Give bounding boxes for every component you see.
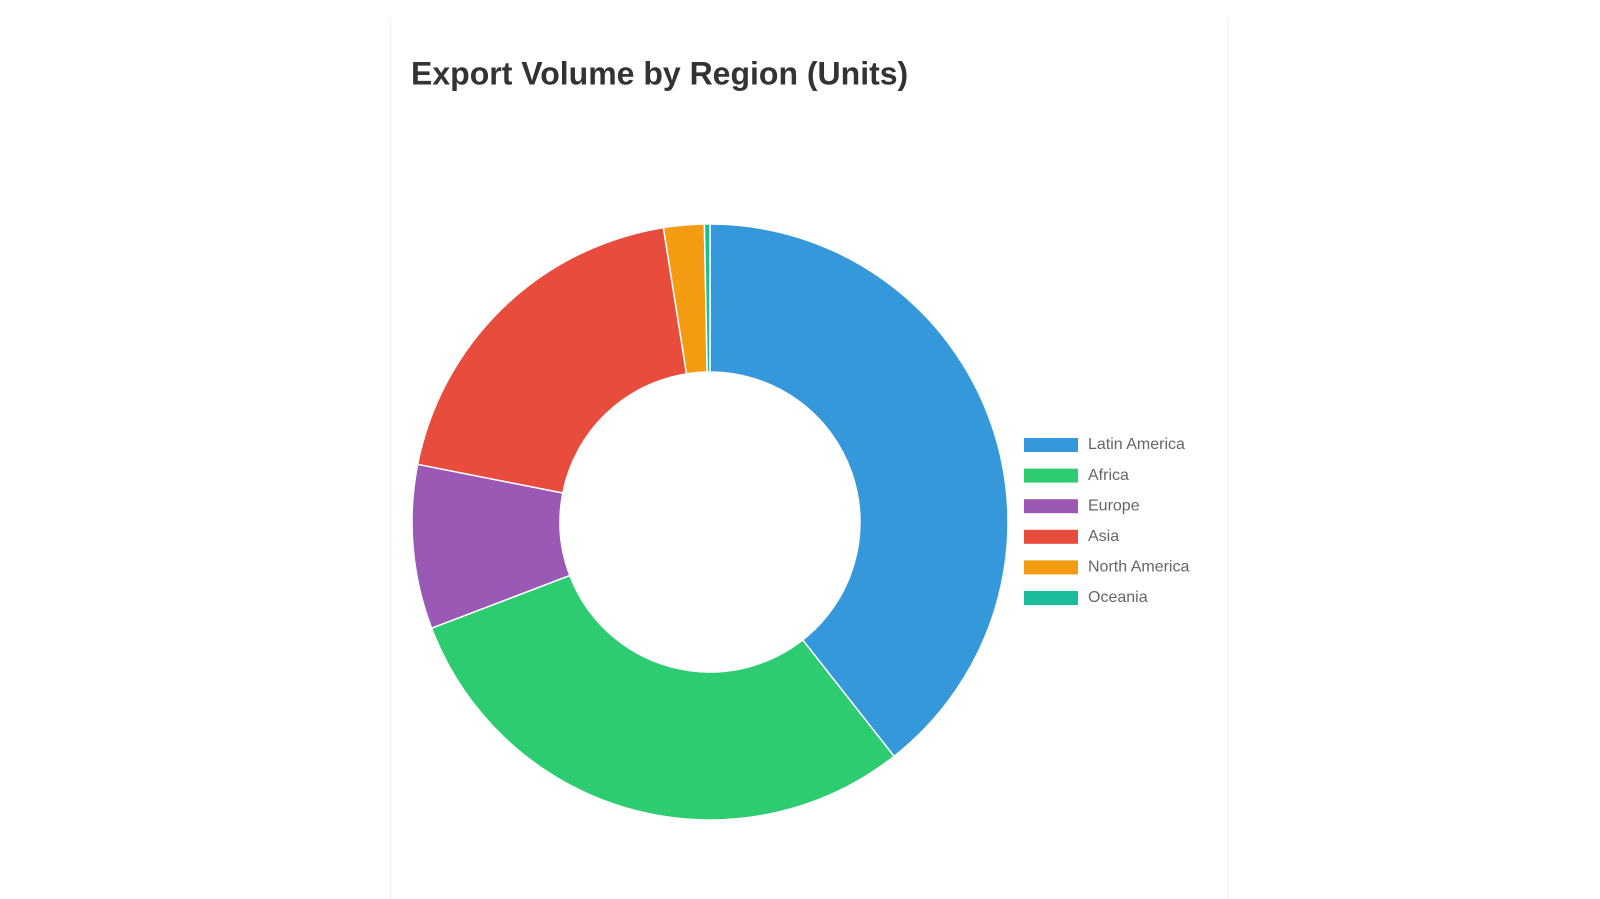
legend-swatch [1024,591,1078,605]
slice [430,574,896,821]
legend-swatch [1024,529,1078,544]
legend-label: Europe [1088,497,1140,514]
legend-swatch [1024,438,1078,452]
legend-label: Africa [1088,467,1129,484]
legend-swatch [1024,468,1078,483]
legend-label: Oceania [1088,589,1148,606]
legend-swatch [1024,499,1078,514]
slice [709,223,1009,758]
legend-label: North America [1088,559,1189,576]
legend-swatch [1024,560,1078,575]
legend-label: Asia [1088,528,1119,545]
legend-label: Latin America [1088,436,1185,453]
chart-title: Export Volume by Region (Units) [411,55,908,91]
slice [703,223,711,373]
slice [416,226,688,494]
